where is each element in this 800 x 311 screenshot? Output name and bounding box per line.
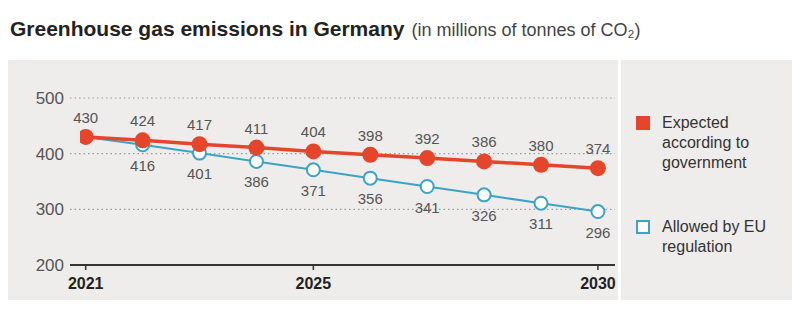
series-marker xyxy=(476,153,492,169)
data-label: 341 xyxy=(415,199,440,216)
data-label: 371 xyxy=(301,182,326,199)
series-marker xyxy=(80,129,94,145)
legend-line: Expected xyxy=(662,114,729,131)
data-label: 392 xyxy=(415,130,440,147)
data-label: 374 xyxy=(585,140,610,157)
series-marker xyxy=(421,180,434,193)
legend-swatch xyxy=(637,221,649,233)
title: Greenhouse gas emissions in Germany (in m… xyxy=(10,17,641,40)
data-label: 401 xyxy=(187,165,212,182)
y-tick-label: 400 xyxy=(36,145,64,164)
subtitle: (in millions of tonnes of CO₂) xyxy=(411,20,640,40)
data-label: 417 xyxy=(187,116,212,133)
data-label: 386 xyxy=(472,133,497,150)
series-marker xyxy=(419,150,435,166)
data-label: 326 xyxy=(472,207,497,224)
series-marker xyxy=(478,188,491,201)
x-tick-label: 2021 xyxy=(68,275,104,292)
data-label: 386 xyxy=(244,173,269,190)
series-marker xyxy=(535,197,548,210)
data-label: 380 xyxy=(528,137,553,154)
series-line xyxy=(86,137,598,212)
legend-line: government xyxy=(662,154,747,171)
series-marker xyxy=(591,205,604,218)
data-label: 404 xyxy=(301,123,326,140)
plot-panel xyxy=(8,60,618,300)
x-tick xyxy=(313,265,315,270)
data-label: 311 xyxy=(529,215,553,232)
x-tick xyxy=(85,265,87,270)
series-marker xyxy=(305,143,321,159)
chart-svg: Greenhouse gas emissions in Germany (in m… xyxy=(0,0,800,311)
series-marker xyxy=(590,160,606,176)
legend-line: regulation xyxy=(662,238,732,255)
series-marker xyxy=(135,132,151,148)
data-labels: 416 401 386 371 356 341 326 311 296 430 424 417 411 4… xyxy=(73,109,610,241)
data-label: 424 xyxy=(130,112,155,129)
series-marker xyxy=(250,155,263,168)
plot-area xyxy=(80,129,606,218)
data-label: 356 xyxy=(358,190,383,207)
grid-line xyxy=(70,97,615,98)
data-label: 430 xyxy=(73,109,98,126)
x-tick xyxy=(597,265,599,270)
legend-line: according to xyxy=(662,134,749,151)
series-marker xyxy=(362,147,378,163)
legend-label: Allowed by EU regulation xyxy=(662,218,766,255)
x-axis-line xyxy=(70,264,615,266)
series-marker xyxy=(364,172,377,185)
grid-line xyxy=(70,209,615,210)
y-tick-label: 300 xyxy=(36,200,64,219)
x-tick-label: 2030 xyxy=(580,275,616,292)
legend-line: Allowed by EU xyxy=(662,218,766,235)
data-label: 296 xyxy=(585,224,610,241)
series-marker xyxy=(533,157,549,173)
data-label: 398 xyxy=(358,127,383,144)
series-marker xyxy=(248,140,264,156)
data-label: 416 xyxy=(130,157,155,174)
legend-label: Expected according to government xyxy=(662,114,749,171)
series-line xyxy=(86,137,598,168)
y-tick-label: 500 xyxy=(36,89,64,108)
x-tick-label: 2025 xyxy=(296,275,332,292)
series-marker xyxy=(307,163,320,176)
legend-panel xyxy=(621,60,792,300)
title-main: Greenhouse gas emissions in Germany xyxy=(10,17,405,40)
legend-swatch xyxy=(636,116,650,130)
data-label: 411 xyxy=(244,120,268,137)
series-marker xyxy=(192,136,208,152)
y-tick-label: 200 xyxy=(36,256,64,275)
